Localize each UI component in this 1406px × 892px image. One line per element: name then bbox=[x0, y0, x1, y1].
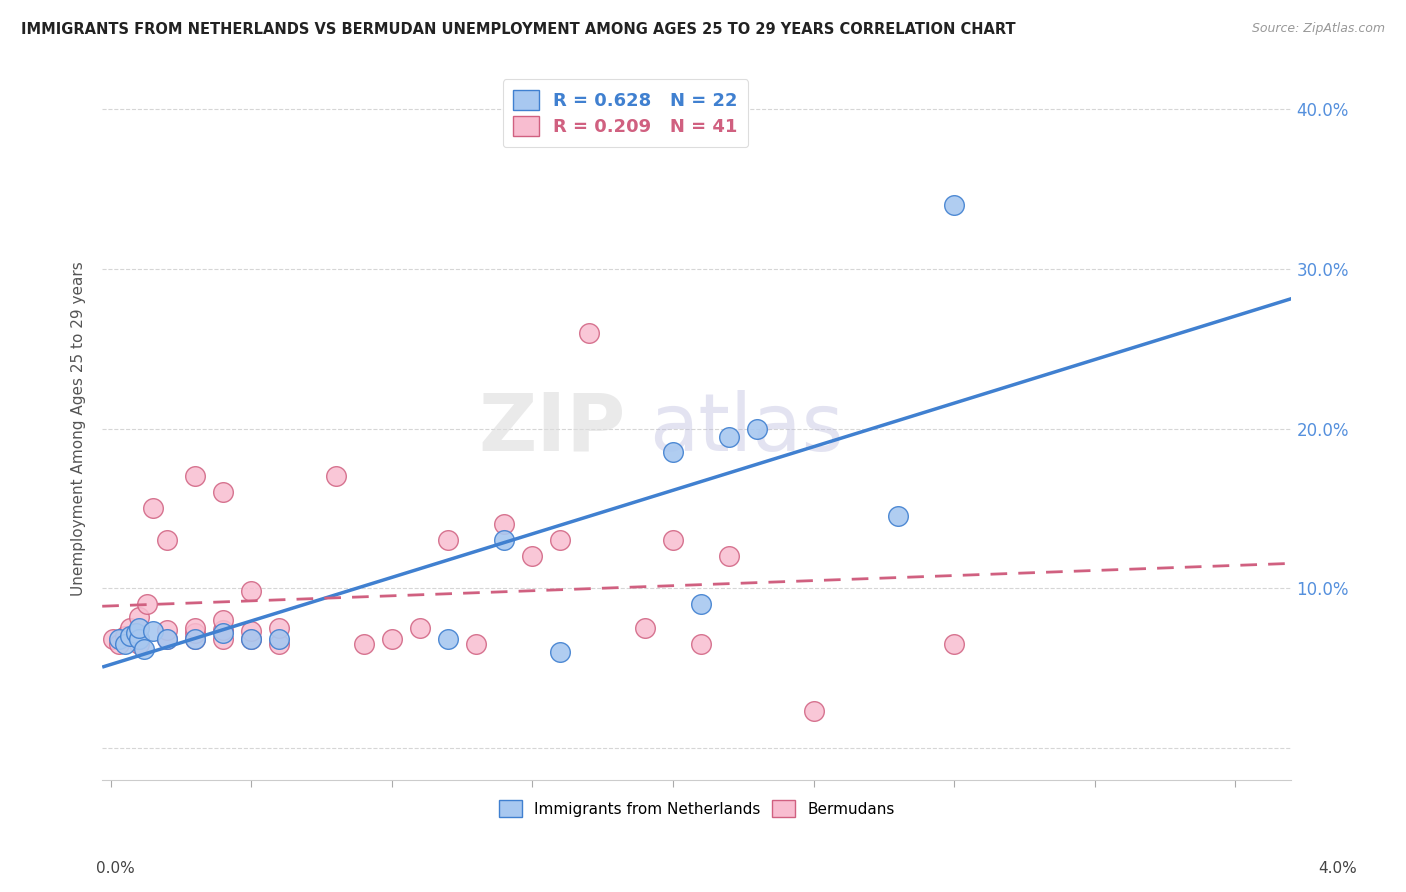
Point bbox=[690, 637, 713, 651]
Point bbox=[142, 624, 165, 639]
Point bbox=[184, 469, 207, 483]
Text: IMMIGRANTS FROM NETHERLANDS VS BERMUDAN UNEMPLOYMENT AMONG AGES 25 TO 29 YEARS C: IMMIGRANTS FROM NETHERLANDS VS BERMUDAN … bbox=[21, 22, 1015, 37]
Point bbox=[718, 429, 741, 443]
Point bbox=[103, 632, 125, 647]
Point bbox=[128, 632, 150, 647]
Text: 4.0%: 4.0% bbox=[1317, 861, 1357, 876]
Point bbox=[437, 632, 460, 647]
Point bbox=[494, 517, 516, 532]
Point bbox=[156, 623, 179, 637]
Point bbox=[690, 597, 713, 611]
Point bbox=[887, 509, 910, 524]
Point bbox=[494, 533, 516, 548]
Point bbox=[269, 621, 291, 635]
Point bbox=[550, 645, 572, 659]
Point bbox=[108, 637, 131, 651]
Point bbox=[184, 621, 207, 635]
Point bbox=[156, 632, 179, 647]
Point bbox=[943, 198, 966, 212]
Point bbox=[240, 632, 263, 647]
Point bbox=[142, 501, 165, 516]
Point bbox=[662, 445, 685, 459]
Point bbox=[156, 533, 179, 548]
Point bbox=[240, 632, 263, 647]
Point bbox=[269, 637, 291, 651]
Point bbox=[184, 625, 207, 640]
Point bbox=[108, 632, 131, 647]
Point bbox=[120, 629, 142, 643]
Point bbox=[240, 584, 263, 599]
Point bbox=[156, 632, 179, 647]
Point bbox=[212, 632, 235, 647]
Point bbox=[184, 632, 207, 647]
Point bbox=[325, 469, 347, 483]
Point bbox=[212, 623, 235, 637]
Point bbox=[128, 637, 150, 651]
Point bbox=[269, 632, 291, 647]
Point bbox=[409, 621, 432, 635]
Text: ZIP: ZIP bbox=[478, 390, 626, 467]
Point bbox=[114, 637, 136, 651]
Point bbox=[240, 624, 263, 639]
Point bbox=[114, 629, 136, 643]
Point bbox=[120, 621, 142, 635]
Text: atlas: atlas bbox=[650, 390, 844, 467]
Text: Source: ZipAtlas.com: Source: ZipAtlas.com bbox=[1251, 22, 1385, 36]
Y-axis label: Unemployment Among Ages 25 to 29 years: Unemployment Among Ages 25 to 29 years bbox=[72, 261, 86, 596]
Point bbox=[353, 637, 375, 651]
Point bbox=[128, 621, 150, 635]
Point bbox=[747, 421, 769, 435]
Point bbox=[550, 533, 572, 548]
Point bbox=[522, 549, 544, 564]
Point bbox=[578, 326, 600, 340]
Point bbox=[437, 533, 460, 548]
Point bbox=[184, 632, 207, 647]
Point bbox=[634, 621, 657, 635]
Point bbox=[212, 485, 235, 500]
Text: 0.0%: 0.0% bbox=[96, 861, 135, 876]
Point bbox=[128, 632, 150, 647]
Point bbox=[212, 613, 235, 627]
Point bbox=[125, 625, 148, 640]
Point bbox=[465, 637, 488, 651]
Point bbox=[136, 597, 159, 611]
Point bbox=[943, 637, 966, 651]
Point bbox=[134, 641, 156, 656]
Point bbox=[212, 625, 235, 640]
Point bbox=[803, 704, 825, 718]
Legend: Immigrants from Netherlands, Bermudans: Immigrants from Netherlands, Bermudans bbox=[491, 793, 903, 824]
Point bbox=[128, 610, 150, 624]
Point bbox=[381, 632, 404, 647]
Point bbox=[662, 533, 685, 548]
Point bbox=[718, 549, 741, 564]
